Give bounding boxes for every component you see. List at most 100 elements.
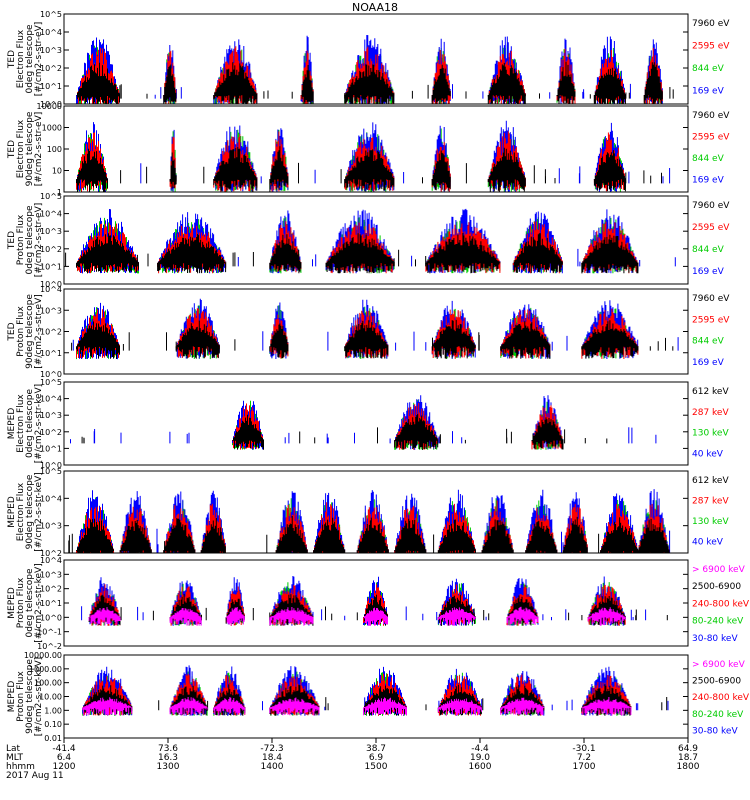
burst-black bbox=[431, 150, 451, 191]
legend-entry: 240-800 keV bbox=[692, 693, 750, 703]
lat-value: -72.3 bbox=[260, 744, 283, 754]
panel-6: 10^2 10^3 10^4 10^5 MEPED Electron Flux 90deg … bbox=[7, 467, 729, 558]
ytick-label: 10^5 bbox=[40, 467, 62, 476]
ytick-label: 10^3 bbox=[40, 227, 62, 236]
ytick-label: 10^4 bbox=[40, 556, 62, 565]
noise-black bbox=[68, 532, 663, 553]
burst-black bbox=[531, 417, 564, 450]
legend-entry: 612 keV bbox=[692, 476, 729, 486]
burst-magenta bbox=[363, 697, 407, 716]
mlt-value: 18.7 bbox=[678, 753, 698, 763]
ytick-label: 10^2 bbox=[40, 245, 62, 254]
panel-frame bbox=[63, 470, 689, 554]
series-blue bbox=[70, 395, 657, 450]
ylabel-line: [#/cm2-s-str-eV] bbox=[34, 112, 44, 187]
burst-black bbox=[356, 517, 389, 553]
legend-entry: 40 keV bbox=[692, 538, 724, 548]
burst-magenta bbox=[169, 697, 208, 716]
series-green bbox=[82, 671, 632, 716]
ytick-label: 10^4 bbox=[40, 210, 62, 219]
burst-black bbox=[487, 147, 526, 192]
burst-magenta bbox=[82, 697, 133, 716]
ytick-label: 10^2 bbox=[40, 64, 62, 73]
burst-magenta bbox=[587, 607, 626, 626]
panel-4: 10^0 10^1 10^2 10^3 10^4 TED Proton Flux 90deg … bbox=[7, 285, 730, 379]
burst-black bbox=[76, 233, 139, 274]
burst-black bbox=[76, 148, 108, 192]
ytick-label: 10^2 bbox=[40, 585, 62, 594]
legend-entry: 30-80 keV bbox=[692, 726, 738, 736]
ytick-label: 10^4 bbox=[40, 395, 62, 404]
mlt-value: 6.4 bbox=[57, 753, 72, 763]
burst-black bbox=[593, 150, 626, 192]
ytick-label: 0.10 bbox=[44, 720, 62, 729]
burst-black bbox=[76, 321, 120, 359]
legend-entry: 240-800 keV bbox=[692, 599, 750, 609]
ylabel-line: 0deg telescope bbox=[25, 205, 35, 275]
ylabel-line: TED bbox=[7, 322, 17, 341]
ytick-label: 10^0 bbox=[40, 280, 62, 289]
burst-black bbox=[157, 233, 227, 274]
legend-entry: 7960 eV bbox=[692, 201, 730, 211]
burst-magenta bbox=[225, 607, 245, 626]
ytick-label: 1 bbox=[57, 188, 62, 197]
legend-entry: 844 eV bbox=[692, 245, 725, 255]
ylabel-line: TED bbox=[7, 140, 17, 159]
ylabel-line: [#/cm2-s-str-keV] bbox=[34, 563, 44, 642]
mlt-value: 18.4 bbox=[262, 753, 282, 763]
hhmm-value: 1600 bbox=[469, 762, 492, 772]
ytick-label: 10^4 bbox=[40, 285, 62, 294]
ytick-label: 10^5 bbox=[40, 10, 62, 19]
legend-entry: 130 keV bbox=[692, 429, 729, 439]
burst-black bbox=[344, 320, 389, 359]
burst-black bbox=[525, 520, 558, 553]
ytick-label: 10^5 bbox=[40, 378, 62, 387]
mlt-value: 7.2 bbox=[577, 753, 591, 763]
ylabel-line: [#/cm2-s-str-keV] bbox=[34, 384, 44, 463]
ylabel-line: [#/cm2-s-str-keV] bbox=[34, 657, 44, 736]
xaxis-row-label: hhmm bbox=[6, 762, 35, 772]
burst-black bbox=[169, 152, 177, 189]
x-axis: LatMLThhmm-41.46.4120073.616.31300-72.31… bbox=[6, 738, 700, 781]
burst-magenta bbox=[437, 698, 482, 716]
ylabel-line: MEPED bbox=[7, 408, 17, 440]
burst-black bbox=[562, 516, 588, 553]
ytick-label: 10^3 bbox=[40, 411, 62, 420]
burst-black bbox=[232, 414, 264, 450]
panel-5: 10^0 10^1 10^2 10^3 10^4 10^5 MEPED Electron Fl… bbox=[7, 378, 729, 470]
ytick-label: 10^1 bbox=[40, 349, 62, 358]
panel-frame bbox=[63, 195, 689, 285]
ylabel-line: TED bbox=[7, 231, 17, 250]
ytick-label: 10^0 bbox=[40, 613, 62, 622]
burst-black bbox=[163, 64, 177, 104]
burst-black bbox=[119, 520, 152, 553]
lat-value: -41.4 bbox=[52, 744, 76, 754]
ytick-label: 10 bbox=[52, 167, 62, 176]
legend-entry: 40 keV bbox=[692, 449, 724, 459]
noise-black bbox=[65, 249, 634, 267]
ytick-label: 10^1 bbox=[40, 444, 62, 453]
legend-entry: 2595 eV bbox=[692, 223, 730, 233]
ytick-label: 10^1 bbox=[40, 262, 62, 271]
ytick-label: 10^0 bbox=[40, 461, 62, 470]
burst-black bbox=[269, 234, 302, 274]
ytick-label: 10^-1 bbox=[37, 628, 62, 637]
ytick-label: 10^0 bbox=[40, 100, 62, 109]
legend-entry: 7960 eV bbox=[692, 294, 730, 304]
ylabel-line: [#/cm2-s-str-keV] bbox=[34, 472, 44, 551]
ytick-label: 10^0 bbox=[40, 370, 62, 379]
ytick-label: 10^2 bbox=[40, 549, 62, 558]
ylabel-line: 0deg telescope bbox=[25, 389, 35, 459]
ytick-label: 10^4 bbox=[40, 28, 62, 37]
burst-magenta bbox=[363, 607, 388, 626]
burst-black bbox=[344, 64, 395, 104]
burst-black bbox=[76, 62, 120, 104]
burst-black bbox=[163, 518, 196, 553]
ytick-label: 1000.00 bbox=[29, 665, 62, 674]
burst-black bbox=[325, 233, 395, 274]
burst-black bbox=[313, 517, 346, 553]
ylabel-line: 90deg telescope bbox=[25, 294, 35, 369]
burst-black bbox=[513, 233, 563, 274]
ytick-label: 10^1 bbox=[40, 599, 62, 608]
ytick-label: 10^4 bbox=[40, 494, 62, 503]
